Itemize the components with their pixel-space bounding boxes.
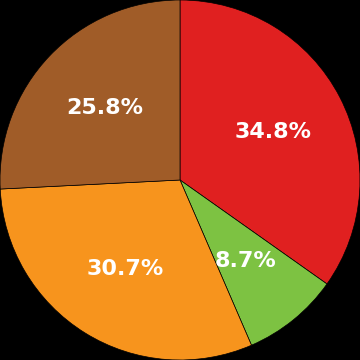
Wedge shape [0,180,252,360]
Wedge shape [0,0,180,189]
Text: 30.7%: 30.7% [86,259,163,279]
Wedge shape [180,180,327,345]
Text: 8.7%: 8.7% [215,251,277,271]
Text: 34.8%: 34.8% [234,122,311,142]
Text: 25.8%: 25.8% [66,98,143,118]
Wedge shape [180,0,360,284]
